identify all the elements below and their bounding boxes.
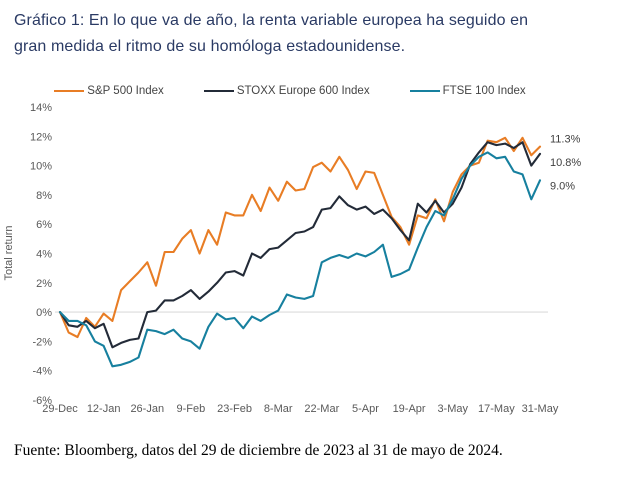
y-axis-tick-label: -4% (32, 366, 52, 378)
chart-legend: S&P 500 Index STOXX Europe 600 Index FTSE … (0, 85, 636, 97)
legend-label: S&P 500 Index (87, 85, 164, 97)
x-axis-tick-label: 5-Apr (352, 403, 379, 415)
y-axis-tick-label: 10% (30, 161, 52, 173)
series-end-label: 11.3% (550, 134, 581, 146)
x-axis-tick-label: 31-May (522, 403, 559, 415)
legend-line-swatch (409, 89, 440, 93)
x-axis-tick-label: 3-May (437, 403, 468, 415)
legend-item: S&P 500 Index (54, 85, 164, 97)
legend-label: STOXX Europe 600 Index (236, 85, 370, 97)
y-axis-tick-label: 4% (36, 249, 52, 261)
x-axis-tick-label: 8-Mar (264, 403, 293, 415)
y-axis-tick-label: 12% (30, 131, 52, 143)
x-axis-tick-label: 9-Feb (177, 403, 206, 415)
legend-line-swatch (203, 89, 234, 93)
y-axis-tick-label: -2% (32, 336, 52, 348)
series-line-s-p-500-index (58, 136, 542, 339)
legend-item: FTSE 100 Index (409, 85, 526, 97)
plot-svg: 14% 12% 10% 8% 6% 4% 2% 0% -2% -4% -6%29-Dec 12-Jan… (30, 102, 581, 415)
y-axis-tick-label: 2% (36, 278, 52, 290)
series-line-stoxx-europe-600-index (58, 141, 542, 349)
x-axis-tick-label: 12-Jan (87, 403, 121, 415)
y-axis-tick-label: 14% (30, 102, 52, 114)
y-axis-tick-label: 8% (36, 190, 52, 202)
chart-region: S&P 500 Index STOXX Europe 600 Index FTSE … (0, 75, 636, 435)
x-axis-tick-label: 19-Apr (393, 403, 426, 415)
chart-title-line-2: gran medida el ritmo de su homóloga esta… (14, 38, 406, 55)
y-axis-tick-label: -6% (32, 395, 52, 407)
x-axis-tick-label: 26-Jan (130, 403, 164, 415)
source-note: Fuente: Bloomberg, datos del 29 de dicie… (14, 442, 503, 459)
series-end-label: 10.8% (550, 157, 581, 169)
legend-line-swatch (54, 89, 85, 93)
legend-item: STOXX Europe 600 Index (203, 85, 370, 97)
x-axis-tick-label: 17-May (478, 403, 515, 415)
series-line-ftse-100-index (58, 151, 542, 368)
y-axis-tick-label: 6% (36, 219, 52, 231)
y-axis-title: Total return (3, 225, 15, 281)
y-axis-tick-label: 0% (36, 307, 52, 319)
x-axis-tick-label: 29-Dec (42, 403, 78, 415)
x-axis-tick-label: 22-Mar (304, 403, 339, 415)
chart-title: Gráfico 1: En lo que va de año, la renta… (14, 8, 620, 60)
chart-title-line-1: Gráfico 1: En lo que va de año, la renta… (14, 12, 529, 29)
series-end-label: 9.0% (550, 180, 575, 192)
legend-label: FTSE 100 Index (442, 85, 526, 97)
x-axis-tick-label: 23-Feb (217, 403, 252, 415)
